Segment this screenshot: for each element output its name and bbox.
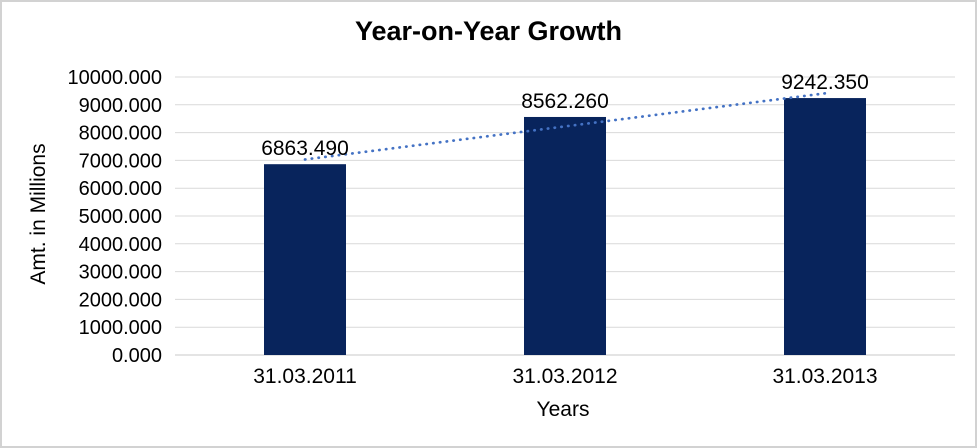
y-tick-label: 7000.000 — [79, 150, 162, 172]
bar — [524, 116, 606, 355]
y-tick-label: 8000.000 — [79, 123, 162, 145]
bar-data-label: 8562.260 — [521, 90, 609, 113]
y-tick-label: 10000.000 — [67, 67, 162, 89]
y-tick-label: 2000.000 — [79, 289, 162, 311]
bar — [264, 164, 346, 355]
chart-title: Year-on-Year Growth — [354, 16, 623, 46]
trendline — [303, 91, 827, 161]
y-tick-label: 9000.000 — [79, 95, 162, 117]
bar-data-label: 9242.350 — [781, 71, 869, 94]
y-tick-label: 1000.000 — [79, 317, 162, 339]
y-tick-label: 6000.000 — [79, 178, 162, 200]
x-axis-title: Years — [536, 398, 590, 421]
y-tick-label: 3000.000 — [79, 262, 162, 284]
x-category-label: 31.03.2012 — [512, 365, 617, 388]
bar — [784, 98, 866, 355]
y-tick-label: 4000.000 — [79, 234, 162, 256]
y-tick-label: 0.000 — [112, 345, 162, 367]
bar-data-label: 6863.490 — [261, 137, 349, 160]
x-category-label: 31.03.2011 — [253, 365, 357, 388]
x-category-label: 31.03.2013 — [772, 365, 877, 388]
y-tick-label: 5000.000 — [79, 206, 162, 228]
